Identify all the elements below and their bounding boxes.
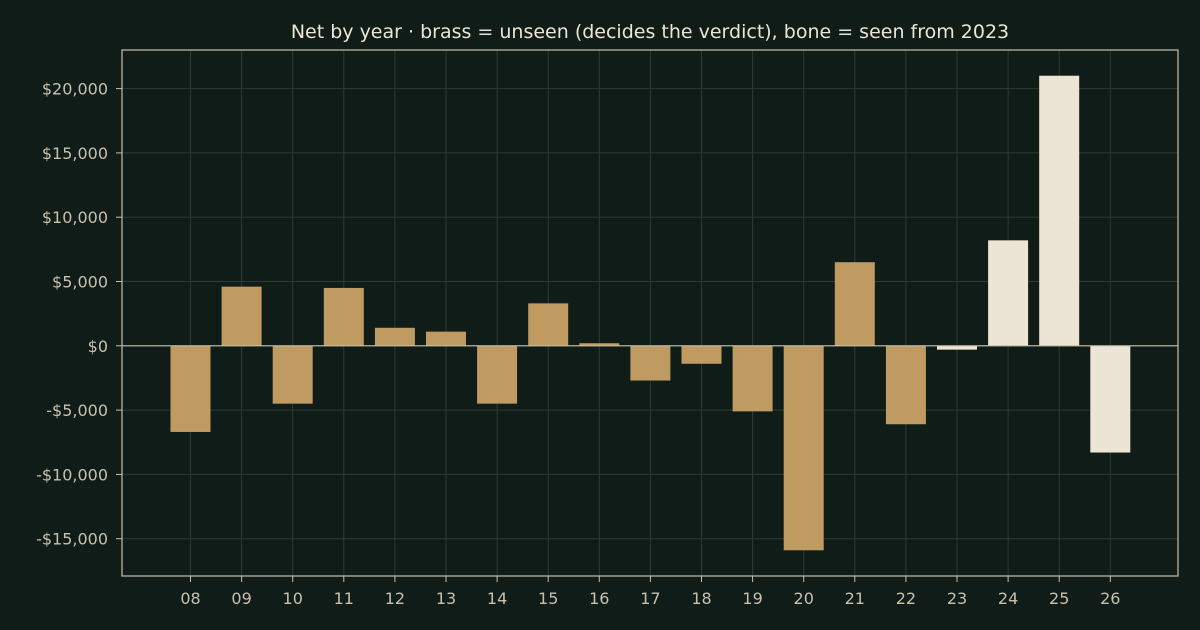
bar-20 (783, 345, 824, 551)
bar-25 (1039, 75, 1080, 346)
y-tick-label: $5,000 (52, 272, 108, 291)
y-tick-label: -$15,000 (36, 530, 108, 549)
y-tick-label: -$5,000 (46, 401, 108, 420)
x-tick-label: 26 (1100, 589, 1120, 608)
x-tick-label: 15 (538, 589, 558, 608)
bar-14 (477, 345, 518, 404)
y-tick-label: $10,000 (42, 208, 108, 227)
bar-26 (1090, 345, 1131, 453)
bar-18 (681, 345, 722, 364)
bar-16 (579, 343, 620, 346)
x-tick-label: 16 (589, 589, 609, 608)
bar-11 (323, 287, 364, 346)
y-tick-label: $20,000 (42, 80, 108, 99)
bar-17 (630, 345, 671, 381)
x-tick-label: 09 (231, 589, 251, 608)
bar-22 (885, 345, 926, 425)
x-tick-label: 24 (998, 589, 1018, 608)
x-tick-label: 08 (180, 589, 200, 608)
bar-19 (732, 345, 773, 412)
x-axis-ticks: 08 09 10 11 12 13 14 15 16 17 18 19 20 21 22 23 24 25 26 (180, 576, 1120, 608)
x-tick-label: 20 (794, 589, 814, 608)
x-tick-label: 14 (487, 589, 507, 608)
x-tick-label: 11 (334, 589, 354, 608)
x-tick-label: 25 (1049, 589, 1069, 608)
x-tick-label: 18 (691, 589, 711, 608)
y-tick-label: $15,000 (42, 144, 108, 163)
bar-13 (426, 331, 466, 346)
bar-09 (221, 286, 262, 346)
x-tick-label: 17 (640, 589, 660, 608)
x-tick-label: 19 (742, 589, 762, 608)
bar-15 (528, 303, 569, 346)
bar-10 (272, 345, 313, 404)
bar-08 (170, 345, 211, 432)
x-tick-label: 13 (436, 589, 456, 608)
bar-23 (937, 345, 977, 350)
bar-12 (374, 327, 415, 346)
bars (170, 75, 1131, 551)
chart-title: Net by year · brass = unseen (decides th… (291, 21, 1009, 43)
x-tick-label: 22 (896, 589, 916, 608)
y-axis-ticks: $20,000 $15,000 $10,000 $5,000 $0 -$5,000 -$10… (36, 80, 122, 549)
y-tick-label: $0 (88, 337, 108, 356)
bar-24 (988, 240, 1029, 346)
x-tick-label: 21 (845, 589, 865, 608)
y-tick-label: -$10,000 (36, 465, 108, 484)
x-tick-label: 12 (385, 589, 405, 608)
bar-21 (834, 262, 875, 346)
x-tick-label: 23 (947, 589, 967, 608)
x-tick-label: 10 (283, 589, 303, 608)
